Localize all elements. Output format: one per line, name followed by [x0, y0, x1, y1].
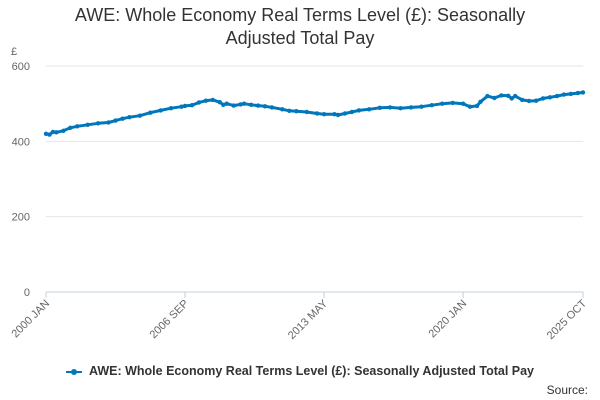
- data-point[interactable]: [210, 97, 215, 103]
- data-point[interactable]: [509, 96, 514, 101]
- chart-title-line-2: Adjusted Total Pay: [225, 28, 375, 48]
- x-axis: 2000 JAN 2006 SEP 2013 MAY 2020 JAN 2025 OCT: [9, 291, 590, 342]
- data-point[interactable]: [474, 103, 480, 109]
- data-point[interactable]: [526, 98, 532, 104]
- data-point[interactable]: [106, 120, 111, 125]
- data-point[interactable]: [280, 107, 285, 112]
- y-tick-label: 0: [24, 287, 30, 299]
- data-point[interactable]: [238, 102, 243, 107]
- data-point[interactable]: [148, 110, 153, 115]
- data-point[interactable]: [575, 90, 580, 96]
- data-point[interactable]: [419, 104, 424, 109]
- data-point[interactable]: [158, 108, 163, 113]
- x-tick-label: 2020 JAN: [427, 298, 470, 341]
- data-point[interactable]: [398, 106, 403, 111]
- data-point[interactable]: [168, 106, 174, 111]
- source-label: Source:: [546, 383, 588, 397]
- data-point[interactable]: [221, 102, 226, 108]
- data-point[interactable]: [241, 101, 247, 106]
- data-point[interactable]: [506, 93, 511, 99]
- series-line: [44, 90, 585, 137]
- legend[interactable]: AWE: Whole Economy Real Terms Level (£):…: [0, 364, 600, 378]
- data-point[interactable]: [440, 101, 445, 106]
- data-point[interactable]: [182, 103, 188, 109]
- data-point[interactable]: [262, 104, 268, 109]
- data-point[interactable]: [568, 91, 573, 97]
- data-point[interactable]: [450, 100, 455, 106]
- data-point[interactable]: [75, 124, 80, 129]
- data-point[interactable]: [408, 105, 414, 110]
- data-point[interactable]: [367, 107, 372, 112]
- data-point[interactable]: [377, 105, 382, 111]
- data-point[interactable]: [304, 109, 309, 115]
- data-point[interactable]: [68, 125, 73, 130]
- data-point[interactable]: [137, 113, 142, 118]
- data-point[interactable]: [85, 122, 90, 128]
- data-point[interactable]: [580, 90, 586, 95]
- data-point[interactable]: [533, 98, 539, 103]
- data-point[interactable]: [287, 108, 292, 114]
- y-tick-label: 200: [12, 212, 30, 224]
- data-point[interactable]: [50, 129, 56, 135]
- series-layer: [43, 90, 586, 137]
- data-point[interactable]: [255, 103, 261, 108]
- data-point[interactable]: [499, 93, 504, 98]
- data-point[interactable]: [429, 103, 434, 108]
- data-point[interactable]: [321, 112, 327, 117]
- legend-series-label: AWE: Whole Economy Real Terms Level (£):…: [89, 364, 535, 378]
- data-point[interactable]: [248, 102, 254, 108]
- data-point[interactable]: [54, 130, 59, 135]
- x-tick-label: 2000 JAN: [9, 298, 52, 341]
- data-point[interactable]: [513, 93, 518, 99]
- chart-title-line-1: AWE: Whole Economy Real Terms Level (£):…: [74, 5, 526, 25]
- data-point[interactable]: [203, 98, 209, 103]
- data-point[interactable]: [294, 109, 299, 114]
- data-point[interactable]: [231, 103, 236, 108]
- data-point[interactable]: [217, 100, 222, 105]
- data-point[interactable]: [127, 115, 132, 120]
- x-tick-label: 2013 MAY: [286, 297, 331, 342]
- data-point[interactable]: [520, 97, 525, 103]
- y-tick-label: 400: [12, 136, 30, 148]
- data-point[interactable]: [189, 103, 195, 108]
- x-tick-label: 2006 SEP: [148, 298, 192, 342]
- data-point[interactable]: [196, 100, 202, 105]
- data-point[interactable]: [47, 132, 52, 137]
- data-point[interactable]: [547, 95, 553, 100]
- data-point[interactable]: [61, 128, 66, 133]
- y-axis-unit-label: £: [11, 46, 17, 58]
- data-point[interactable]: [387, 105, 393, 110]
- data-point[interactable]: [332, 112, 337, 117]
- data-point[interactable]: [478, 99, 483, 105]
- data-point[interactable]: [224, 101, 229, 106]
- grid-lines: [46, 65, 583, 218]
- data-point[interactable]: [120, 116, 125, 121]
- chart-title: AWE: Whole Economy Real Terms Level (£):…: [0, 4, 600, 50]
- data-point[interactable]: [492, 95, 497, 101]
- data-point[interactable]: [179, 104, 184, 109]
- data-point[interactable]: [269, 105, 275, 110]
- x-tick-label: 2025 OCT: [545, 297, 590, 342]
- data-point[interactable]: [43, 131, 49, 136]
- data-point[interactable]: [342, 111, 348, 116]
- y-axis-ticks: 0 200 400 600: [12, 61, 30, 299]
- data-point[interactable]: [561, 92, 567, 97]
- data-point[interactable]: [314, 111, 320, 116]
- data-point[interactable]: [349, 109, 355, 115]
- data-point[interactable]: [335, 112, 341, 118]
- data-point[interactable]: [554, 93, 560, 99]
- data-point[interactable]: [460, 101, 466, 106]
- data-point[interactable]: [467, 104, 473, 109]
- data-point[interactable]: [540, 96, 546, 101]
- data-point[interactable]: [95, 121, 101, 126]
- legend-series-symbol: [65, 367, 82, 377]
- data-point[interactable]: [485, 93, 490, 99]
- data-point[interactable]: [113, 118, 118, 123]
- y-tick-label: 600: [12, 61, 30, 73]
- data-point[interactable]: [356, 108, 361, 113]
